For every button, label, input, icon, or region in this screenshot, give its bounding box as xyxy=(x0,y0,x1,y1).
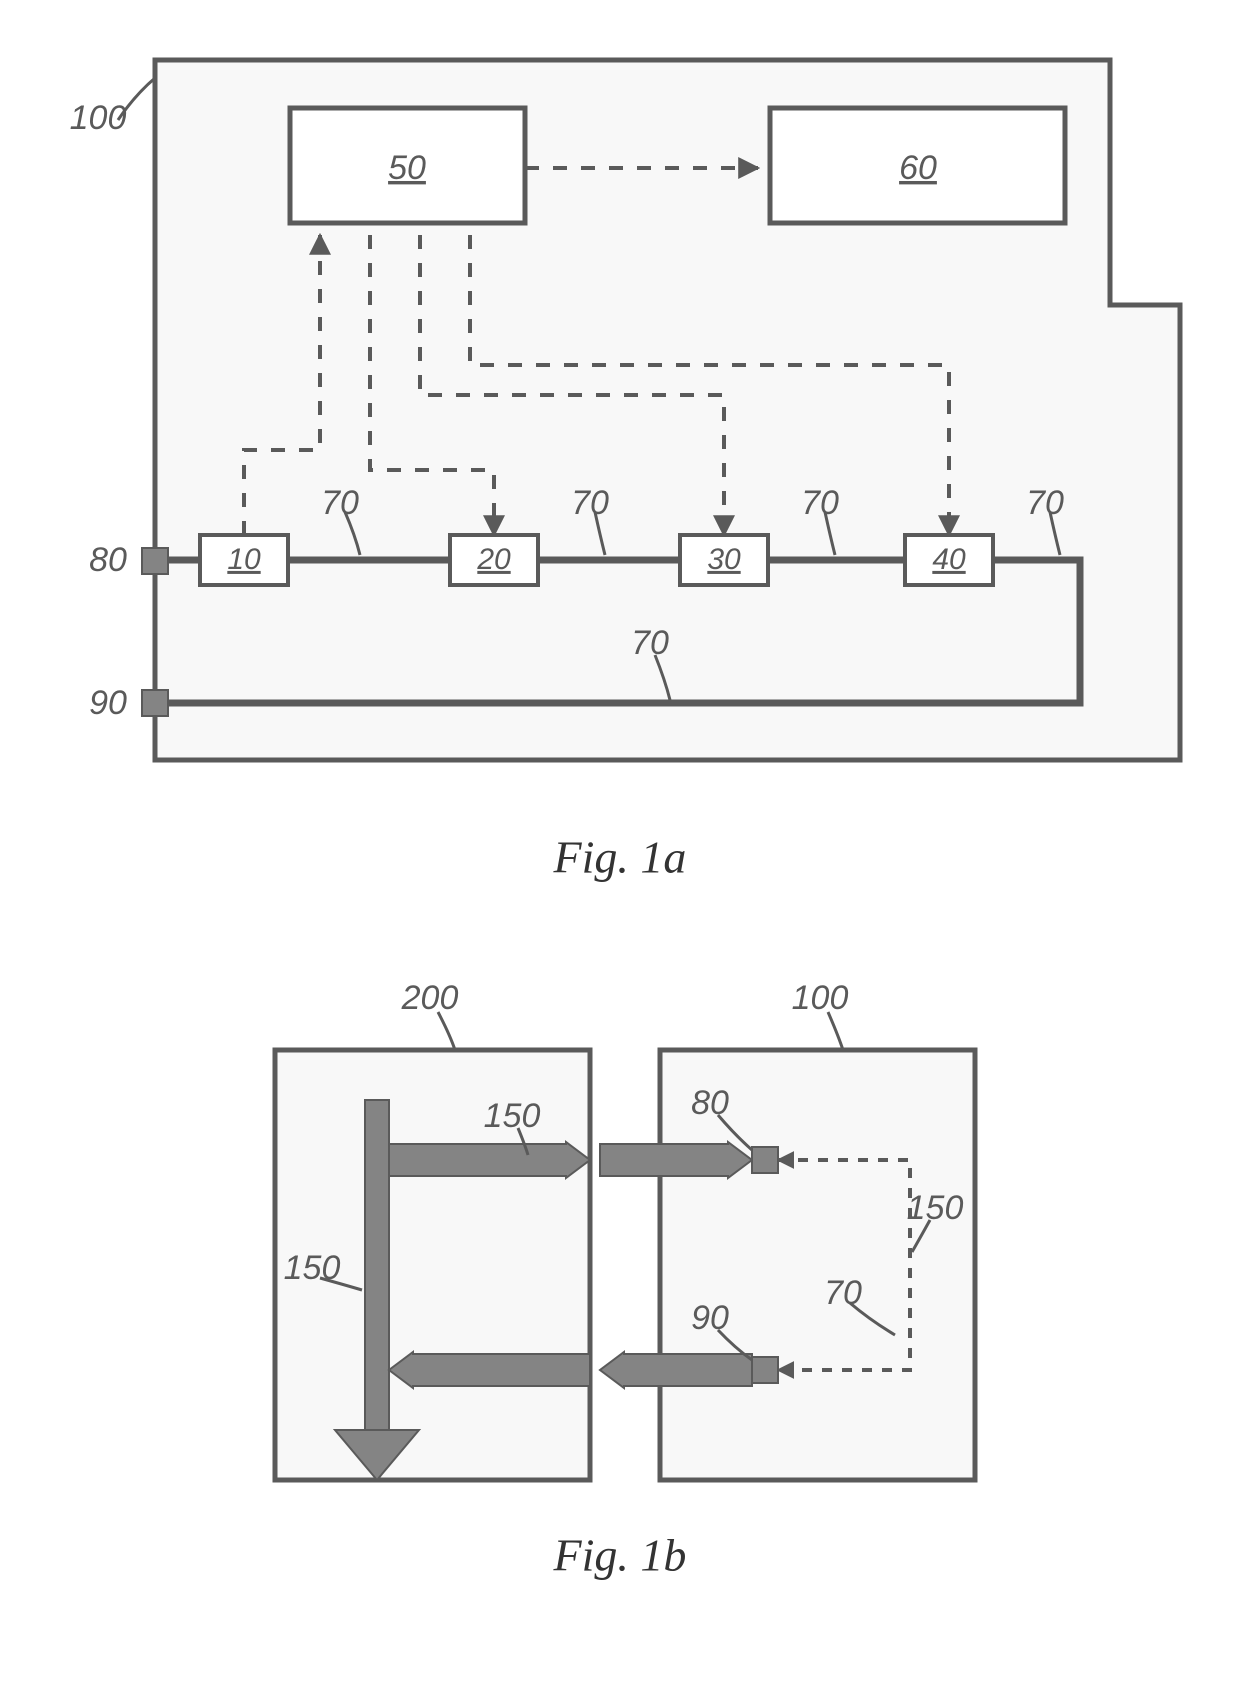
fig1b-ref-150-c: 150 xyxy=(907,1189,964,1227)
fig1a-label-b10: 10 xyxy=(227,543,261,576)
fig1b-ref-150-a: 150 xyxy=(484,1097,541,1135)
fig1b-arrow-lower-1 xyxy=(600,1352,752,1388)
fig1a-ref-100: 100 xyxy=(70,99,127,137)
fig1b-port-80 xyxy=(752,1147,778,1173)
fig1b-ref-150-b: 150 xyxy=(284,1249,341,1287)
fig1a-port-90 xyxy=(142,690,168,716)
fig1a-label-b30: 30 xyxy=(707,543,741,576)
fig1b-ref-200: 200 xyxy=(401,979,459,1017)
fig1b-ref-100: 100 xyxy=(792,979,849,1017)
fig1b-arrow-upper-2 xyxy=(600,1142,752,1178)
fig1a-ref-70-c: 70 xyxy=(801,484,839,522)
fig1a-ref-70-b: 70 xyxy=(571,484,609,522)
fig1b-ref-70: 70 xyxy=(824,1274,862,1312)
fig1a-ref-70-d: 70 xyxy=(1026,484,1064,522)
fig1a-label-60: 60 xyxy=(899,149,937,187)
fig1a-label-50: 50 xyxy=(388,149,426,187)
fig1b-ref-90: 90 xyxy=(691,1299,729,1337)
fig1a-port-80 xyxy=(142,548,168,574)
fig1a-caption: Fig. 1a xyxy=(553,832,687,883)
fig1b-arrow-upper-1 xyxy=(389,1142,590,1178)
fig1b-arrow-lower-2 xyxy=(389,1352,590,1388)
fig1b-port-90 xyxy=(752,1357,778,1383)
fig1a-label-b20: 20 xyxy=(476,543,511,576)
fig1a-ref-90: 90 xyxy=(89,684,127,722)
fig1a-ref-70-e: 70 xyxy=(631,624,669,662)
fig1a-ref-70-a: 70 xyxy=(321,484,359,522)
fig1a-label-b40: 40 xyxy=(932,543,966,576)
fig1b-ref-80: 80 xyxy=(691,1084,729,1122)
fig1a-ref-80: 80 xyxy=(89,541,127,579)
fig1b-flow-vertical xyxy=(365,1100,389,1430)
fig1b-caption: Fig. 1b xyxy=(553,1530,687,1581)
